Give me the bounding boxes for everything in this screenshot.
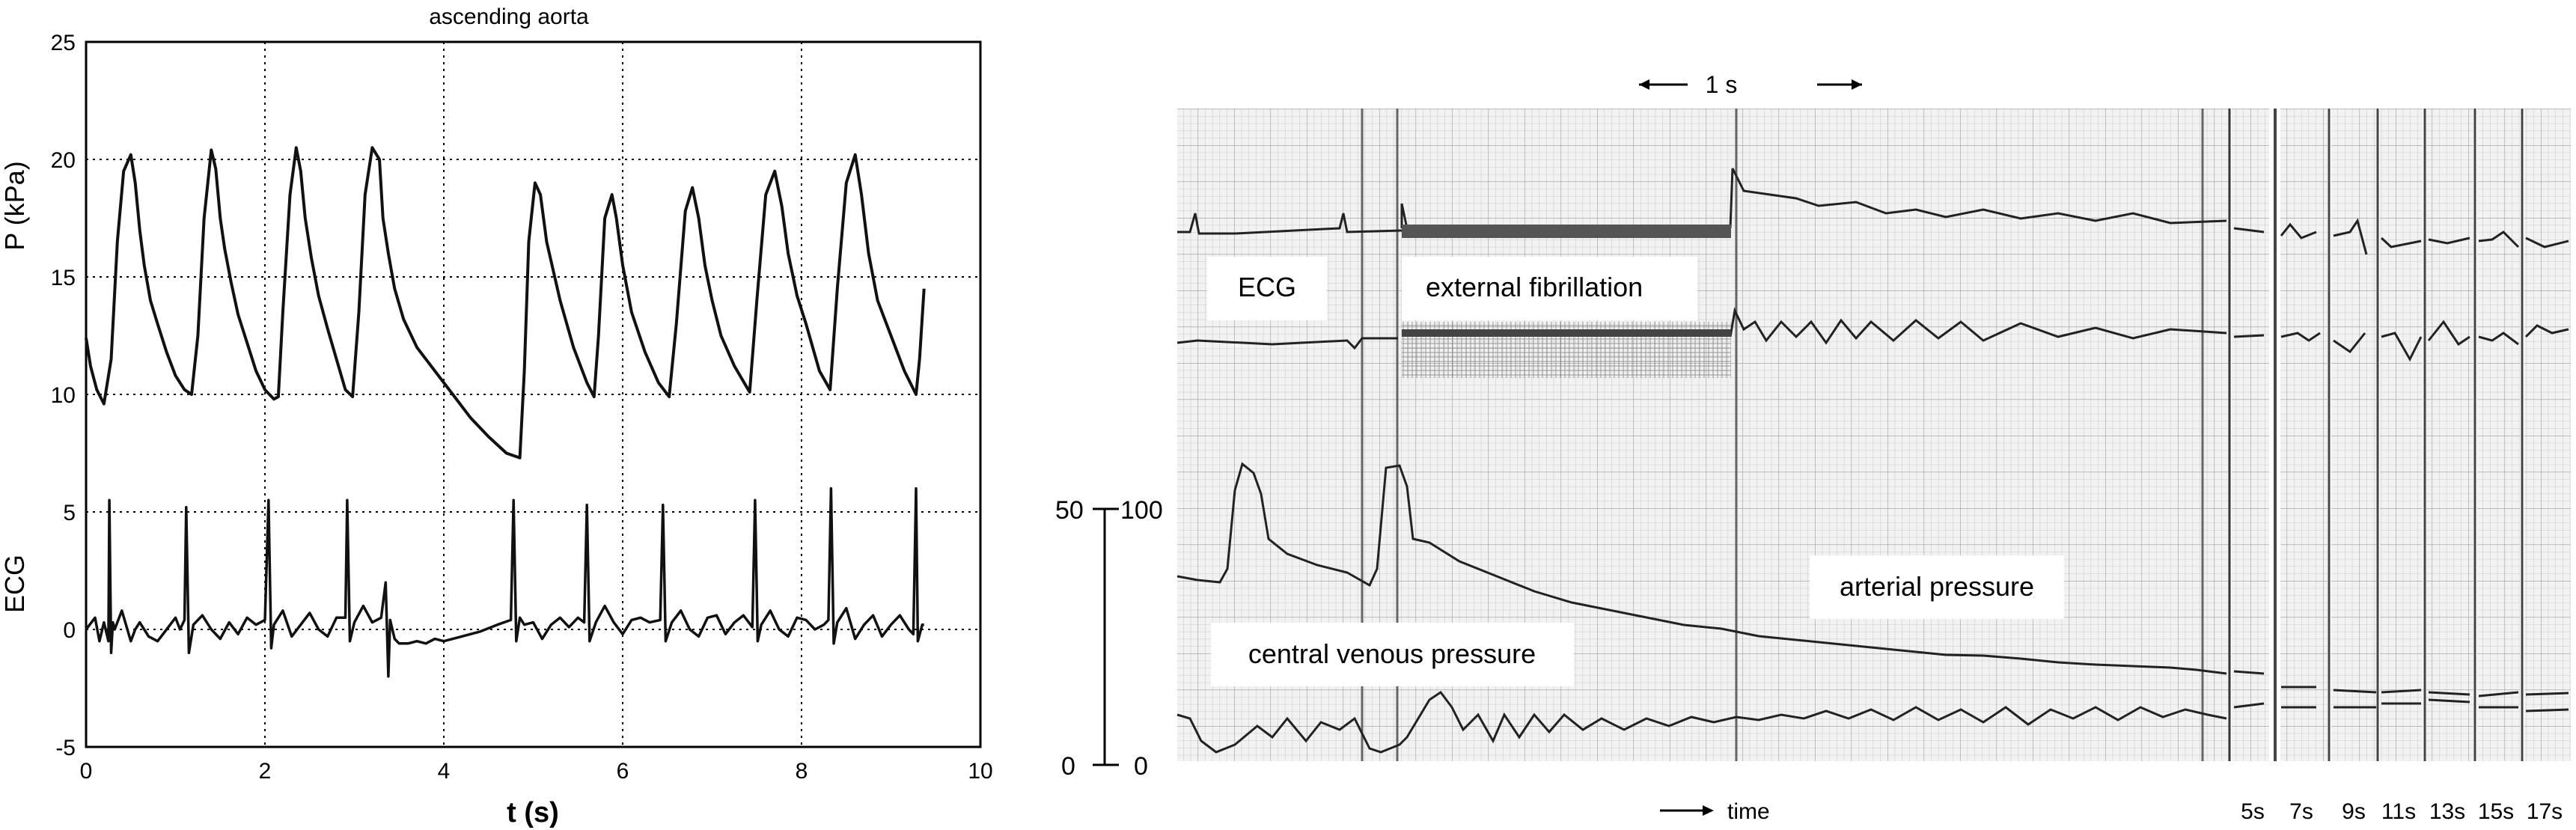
- x-axis-label: t (s): [507, 797, 559, 829]
- y-tick-label: 20: [51, 148, 76, 173]
- pressure-scale: 50 100 0 0: [1055, 496, 1163, 781]
- segment-label-9s: 9s: [2342, 799, 2366, 824]
- y-tick-label: 0: [63, 618, 76, 643]
- y-axis-label-ecg: ECG: [0, 555, 30, 613]
- scale-100: 100: [1120, 496, 1163, 525]
- annotation-fibrillation: external fibrillation: [1402, 257, 1697, 320]
- x-tick-label: 4: [438, 759, 451, 784]
- segment-label-5s: 5s: [2241, 799, 2265, 824]
- segment-label-15s: 15s: [2478, 799, 2514, 824]
- scale-0-right: 0: [1134, 752, 1148, 781]
- recorder-strip: 1 s: [1055, 71, 2571, 824]
- y-tick-label: 10: [51, 383, 76, 408]
- scale-0-left: 0: [1061, 752, 1075, 781]
- time-scale-bar: 1 s: [1639, 71, 1862, 98]
- time-scale-label: 1 s: [1706, 71, 1738, 98]
- time-arrow: time: [1660, 799, 1770, 824]
- y-tick-label: 25: [51, 31, 76, 55]
- y-tick-label: 5: [63, 501, 76, 525]
- x-tick-label: 10: [968, 759, 992, 784]
- chart-title: ascending aorta: [429, 4, 589, 29]
- series-group: [85, 146, 926, 678]
- annotation-arterial-pressure: arterial pressure: [1810, 555, 2064, 619]
- y-tick-label: -5: [55, 736, 76, 760]
- segment-label-11s: 11s: [2381, 799, 2416, 824]
- annotation-central-venous-pressure: central venous pressure: [1211, 623, 1574, 686]
- annotation-fibrillation-text: external fibrillation: [1426, 272, 1643, 302]
- x-tick-label: 8: [796, 759, 808, 784]
- x-tick-label: 2: [259, 759, 272, 784]
- plot-frame: [85, 40, 982, 748]
- annotation-ecg: ECG: [1207, 257, 1327, 320]
- pressure-traces: [1176, 462, 2569, 754]
- x-tick-label: 6: [617, 759, 629, 784]
- scale-50: 50: [1055, 496, 1084, 525]
- ecg-series-line: [85, 486, 924, 678]
- fibrillation-band: [1402, 225, 1731, 378]
- annotation-arterial-text: arterial pressure: [1840, 571, 2034, 602]
- ecg-traces: [1176, 168, 2569, 362]
- x-tick-label: 0: [80, 759, 93, 784]
- annotation-cvp-text: central venous pressure: [1248, 638, 1536, 669]
- segment-label-17s: 17s: [2527, 799, 2563, 824]
- y-axis-label-pressure: P (kPa): [0, 161, 30, 250]
- segment-label-13s: 13s: [2429, 799, 2465, 824]
- paper-segments: [2228, 109, 2571, 761]
- segment-label-7s: 7s: [2289, 799, 2313, 824]
- pressure-series-line: [85, 146, 926, 460]
- y-tick-label: 15: [51, 266, 76, 290]
- annotation-ecg-text: ECG: [1238, 272, 1296, 302]
- grid-lines: [86, 42, 980, 747]
- segment-labels: 5s 7s 9s 11s 13s 15s 17s: [2241, 799, 2563, 824]
- time-label: time: [1727, 799, 1770, 824]
